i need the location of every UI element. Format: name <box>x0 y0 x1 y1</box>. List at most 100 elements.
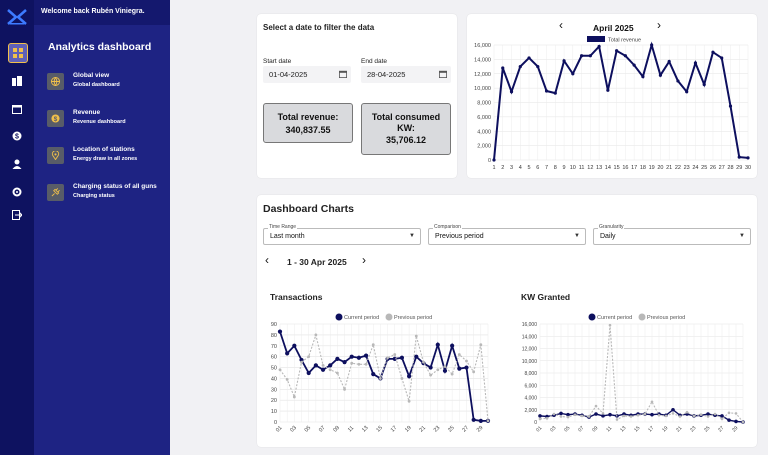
data-point <box>278 368 282 372</box>
x-tick-label: 25 <box>701 165 707 171</box>
data-point <box>320 367 326 372</box>
dashboard-title: Dashboard Charts <box>263 203 355 215</box>
data-point <box>706 415 710 418</box>
data-point <box>623 54 627 58</box>
start-date-input[interactable]: 01-04-2025 <box>263 66 351 83</box>
series-line <box>539 325 744 423</box>
data-point <box>349 354 354 359</box>
y-tick-label: 6,000 <box>524 383 537 389</box>
gear-icon[interactable] <box>8 183 26 201</box>
y-tick-label: 4,000 <box>524 396 537 402</box>
select-value: Daily <box>600 233 616 240</box>
data-point <box>443 365 447 368</box>
data-point <box>594 404 598 408</box>
data-point <box>343 387 346 391</box>
kpi-value: 35,706.12 <box>385 135 427 145</box>
y-tick-label: 60 <box>271 355 277 361</box>
data-point <box>479 343 483 347</box>
x-tick-label: 17 <box>647 425 655 433</box>
chart-title: KW Granted <box>521 292 570 302</box>
select-value: Previous period <box>435 233 484 240</box>
menu-item-global-view[interactable]: Global view Global dashboard <box>47 70 197 95</box>
data-point <box>566 412 570 417</box>
data-point <box>650 43 654 47</box>
buildings-icon[interactable] <box>8 72 26 90</box>
x-tick-label: 01 <box>535 425 543 433</box>
prev-month-button[interactable]: ‹ <box>559 18 563 32</box>
x-tick-label: 9 <box>563 165 566 171</box>
x-tick-label: 15 <box>633 425 641 433</box>
total-kw-kpi: Total consumed KW: 35,706.12 <box>361 103 451 155</box>
data-point <box>632 63 636 67</box>
data-point <box>285 378 289 381</box>
dashboard-icon[interactable] <box>8 43 28 63</box>
data-point <box>720 414 724 418</box>
comparison-select[interactable]: Comparison Previous period ▼ <box>428 224 586 245</box>
x-tick-label: 27 <box>717 425 725 433</box>
kw-granted-line-chart: KW Granted 0 2,000 4,000 6,000 8,000 10,000 12,… <box>521 292 745 433</box>
data-point <box>435 342 440 347</box>
welcome-bar: Welcome back Rubén Viniegra. <box>34 0 170 25</box>
data-point <box>579 54 584 58</box>
data-point <box>615 49 619 53</box>
data-point <box>706 412 710 416</box>
menu-item-revenue[interactable]: $ Revenue Revenue dashboard <box>47 107 197 132</box>
x-tick-label: 29 <box>731 425 739 433</box>
data-point <box>285 351 290 356</box>
x-tick-label: 28 <box>727 165 733 171</box>
data-point <box>650 412 654 417</box>
data-point <box>562 59 566 63</box>
next-period-button[interactable]: › <box>362 253 366 267</box>
user-icon[interactable] <box>8 155 26 173</box>
x-tick-label: 07 <box>577 425 585 433</box>
y-tick-label: 16,000 <box>474 43 491 49</box>
x-tick-label: 19 <box>661 425 669 433</box>
time-range-select[interactable]: Time Range Last month ▼ <box>263 224 421 245</box>
end-date-input[interactable]: 28-04-2025 <box>361 66 451 83</box>
revenue-line-chart: 0 2,000 4,000 6,000 8,000 10,000 12,000 14,000 1… <box>474 36 751 171</box>
chevron-down-icon: ▼ <box>739 233 745 239</box>
x-tick-label: 23 <box>433 425 442 434</box>
data-point <box>676 79 680 83</box>
y-tick-label: 4,000 <box>477 129 491 135</box>
x-tick-label: 14 <box>605 165 611 171</box>
series-line <box>493 41 749 161</box>
x-tick-label: 13 <box>596 165 602 171</box>
granularity-select[interactable]: Granularity Daily ▼ <box>593 224 751 245</box>
x-tick-label: 7 <box>545 165 548 171</box>
data-point <box>587 415 591 418</box>
data-point <box>328 368 332 372</box>
calendar-icon[interactable] <box>439 70 447 80</box>
revenue-chart-card: ‹ April 2025 › 0 2,000 4,000 6,000 8,000 10,0… <box>467 14 757 178</box>
x-tick-label: 07 <box>318 425 327 434</box>
logout-icon[interactable] <box>8 206 26 224</box>
calendar-icon[interactable] <box>8 100 26 118</box>
data-point <box>636 413 640 417</box>
legend-label: Previous period <box>394 315 432 321</box>
calendar-icon[interactable] <box>339 70 347 80</box>
x-tick-label: 05 <box>304 425 313 434</box>
x-tick-label: 03 <box>289 425 298 434</box>
data-point <box>643 412 647 416</box>
menu-item-location[interactable]: Location of stations Energy draw in all … <box>47 144 197 169</box>
x-tick-label: 09 <box>591 425 599 433</box>
y-tick-label: 8,000 <box>524 371 537 377</box>
next-month-button[interactable]: › <box>657 18 661 32</box>
x-tick-label: 12 <box>587 165 593 171</box>
prev-period-button[interactable]: ‹ <box>265 253 269 267</box>
chart-title: Transactions <box>270 292 323 302</box>
y-tick-label: 50 <box>271 366 277 372</box>
x-tick-label: 23 <box>689 425 697 433</box>
menu-item-charging-status[interactable]: Charging status of all guns Charging sta… <box>47 181 197 206</box>
location-icon <box>47 147 64 164</box>
y-tick-label: 10,000 <box>474 86 491 92</box>
data-point <box>711 50 715 54</box>
dollar-icon[interactable]: $ <box>8 127 26 145</box>
x-tick-label: 2 <box>501 165 504 171</box>
welcome-text: Welcome back Rubén Viniegra. <box>41 8 145 15</box>
y-tick-label: 0 <box>488 158 491 164</box>
data-point <box>685 90 689 94</box>
x-tick-label: 19 <box>649 165 655 171</box>
total-revenue-kpi: Total revenue: 340,837.55 <box>263 103 353 143</box>
select-value: Last month <box>270 233 305 240</box>
